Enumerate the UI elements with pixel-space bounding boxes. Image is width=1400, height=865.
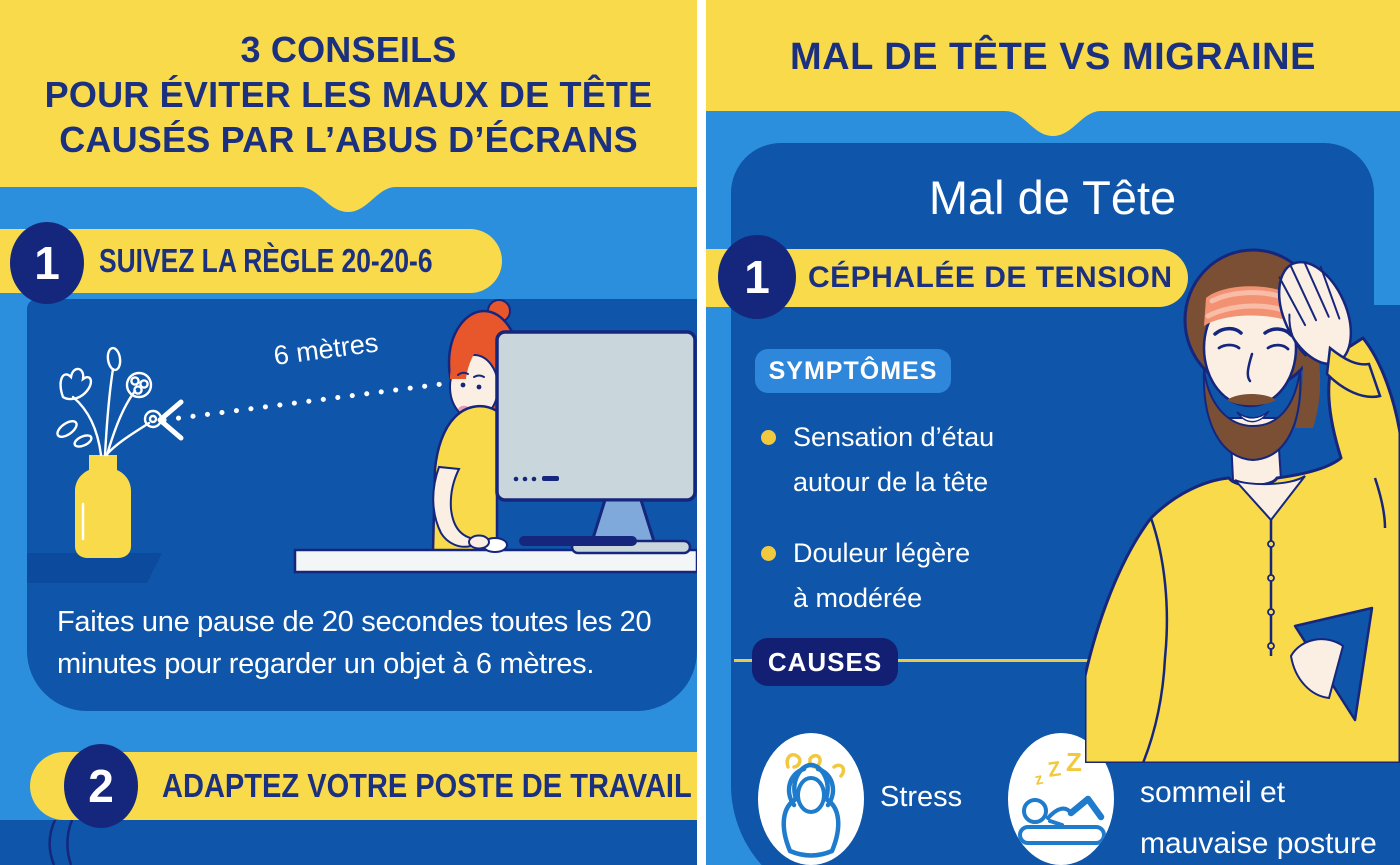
symptom-item: Douleur légère à modérée bbox=[761, 531, 994, 621]
bullet-dot-icon bbox=[761, 430, 776, 445]
bullet-dot-icon bbox=[761, 546, 776, 561]
causes-divider-line bbox=[734, 659, 1346, 662]
step1-banner: SUIVEZ LA RÈGLE 20-20-6 bbox=[0, 229, 502, 293]
symptom-line: Douleur légère bbox=[793, 538, 971, 568]
step2-number-badge: 2 bbox=[64, 744, 138, 828]
rule-20-20-6-card: 6 mètres bbox=[27, 299, 697, 711]
monitor-icon bbox=[495, 330, 697, 555]
arrowhead-icon bbox=[157, 399, 184, 441]
tip-text: Faites une pause de 20 secondes toutes l… bbox=[57, 606, 652, 680]
symptom-text: Sensation d’étau autour de la tête bbox=[793, 415, 994, 505]
svg-text:Z: Z bbox=[1046, 757, 1062, 782]
title-line-2: POUR ÉVITER LES MAUX DE TÊTE bbox=[44, 74, 653, 115]
right-panel-title: MAL DE TÊTE VS MIGRAINE bbox=[790, 36, 1316, 78]
symptom-item: Sensation d’étau autour de la tête bbox=[761, 415, 994, 505]
symptom-line: à modérée bbox=[793, 583, 923, 613]
svg-text:Z: Z bbox=[1066, 747, 1082, 777]
symptom-text: Douleur légère à modérée bbox=[793, 531, 970, 621]
cephalee-label: CÉPHALÉE DE TENSION bbox=[808, 261, 1173, 294]
step1-label: SUIVEZ LA RÈGLE 20-20-6 bbox=[99, 242, 433, 279]
cause-line: sommeil et bbox=[1140, 776, 1286, 809]
panel-screen-headache-tips: 3 CONSEILS POUR ÉVITER LES MAUX DE TÊTE … bbox=[0, 0, 697, 865]
man-headache-illustration bbox=[1085, 248, 1400, 763]
causes-heading-pill: CAUSES bbox=[752, 638, 898, 686]
title-line-1: 3 CONSEILS bbox=[240, 29, 457, 70]
step2-label: ADAPTEZ VOTRE POSTE DE TRAVAIL bbox=[162, 767, 692, 804]
cause-stress-label: Stress bbox=[880, 781, 962, 814]
sleep-icon: z Z Z bbox=[1008, 733, 1114, 865]
shelf-shape bbox=[27, 553, 162, 583]
right-header-band bbox=[706, 0, 1400, 110]
left-header-band bbox=[0, 0, 697, 186]
symptoms-heading-pill: SYMPTÔMES bbox=[755, 349, 951, 393]
left-panel-title: 3 CONSEILS POUR ÉVITER LES MAUX DE TÊTE … bbox=[0, 27, 697, 162]
panel-headache-vs-migraine: MAL DE TÊTE VS MIGRAINE Mal de Tête CÉPH… bbox=[706, 0, 1400, 865]
title-line-3: CAUSÉS PAR L’ABUS D’ÉCRANS bbox=[59, 119, 638, 160]
dotted-distance-line bbox=[161, 381, 445, 423]
woman-at-computer-illustration: 6 mètres bbox=[27, 299, 697, 583]
cephalee-number-badge: 1 bbox=[718, 235, 796, 319]
next-section-card bbox=[0, 820, 697, 865]
svg-text:z: z bbox=[1033, 771, 1044, 789]
decor-curves bbox=[48, 820, 74, 865]
step1-number-badge: 1 bbox=[10, 222, 84, 304]
flowers-icon bbox=[56, 346, 163, 457]
symptom-line: Sensation d’étau bbox=[793, 422, 995, 452]
symptoms-list: Sensation d’étau autour de la tête Doule… bbox=[761, 415, 994, 647]
keyboard-icon bbox=[519, 536, 637, 546]
vase-icon bbox=[75, 455, 131, 558]
cause-line: Stress bbox=[880, 781, 963, 813]
woman-arm bbox=[432, 465, 490, 550]
symptom-line: autour de la tête bbox=[793, 467, 989, 497]
step2-banner: ADAPTEZ VOTRE POSTE DE TRAVAIL bbox=[30, 752, 697, 820]
card-title: Mal de Tête bbox=[928, 171, 1177, 224]
distance-label: 6 mètres bbox=[272, 327, 380, 370]
left-header-notch bbox=[0, 186, 697, 212]
stress-icon bbox=[758, 733, 864, 865]
right-header-notch bbox=[706, 110, 1400, 136]
cause-line: mauvaise posture bbox=[1140, 827, 1377, 860]
